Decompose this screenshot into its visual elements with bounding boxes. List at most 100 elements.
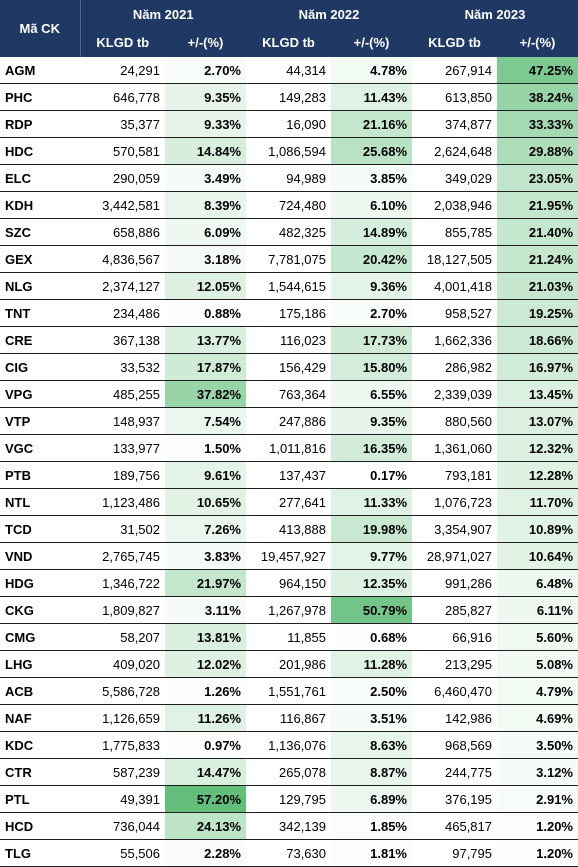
volume-2023-cell: 6,460,470 xyxy=(412,677,497,705)
change-2021-cell: 3.18% xyxy=(165,245,246,273)
change-2021-cell: 37.82% xyxy=(165,380,246,408)
change-2022-cell: 0.68% xyxy=(331,623,412,651)
change-2021-cell: 8.39% xyxy=(165,191,246,219)
volume-2021-cell: 2,765,745 xyxy=(80,542,165,570)
volume-2021-cell: 570,581 xyxy=(80,137,165,165)
volume-2023-cell: 1,076,723 xyxy=(412,488,497,516)
change-2023-cell: 21.03% xyxy=(497,272,578,300)
change-2021-cell: 0.97% xyxy=(165,731,246,759)
stock-code-cell: CTR xyxy=(0,758,80,786)
change-2021-cell: 6.09% xyxy=(165,218,246,246)
change-2021-cell: 7.26% xyxy=(165,515,246,543)
volume-2022-cell: 964,150 xyxy=(246,569,331,597)
volume-2023-cell: 465,817 xyxy=(412,812,497,840)
volume-2023-cell: 1,361,060 xyxy=(412,434,497,462)
volume-2021-cell: 1,775,833 xyxy=(80,731,165,759)
change-2021-cell: 21.97% xyxy=(165,569,246,597)
change-2022-cell: 1.81% xyxy=(331,839,412,867)
change-header-2022: +/-(%) xyxy=(331,28,412,57)
change-2022-cell: 6.55% xyxy=(331,380,412,408)
table-row: GEX 4,836,567 3.18% 7,781,075 20.42% 18,127,5… xyxy=(0,245,578,273)
change-2023-cell: 38.24% xyxy=(497,83,578,111)
year-header-2023: Năm 2023 xyxy=(412,0,578,28)
table-row: ELC 290,059 3.49% 94,989 3.85% 349,029 23.05% xyxy=(0,164,578,192)
change-2023-cell: 10.64% xyxy=(497,542,578,570)
change-2021-cell: 57.20% xyxy=(165,785,246,813)
change-2023-cell: 5.08% xyxy=(497,650,578,678)
change-2021-cell: 24.13% xyxy=(165,812,246,840)
table-row: CMG 58,207 13.81% 11,855 0.68% 66,916 5.60% xyxy=(0,623,578,651)
change-2023-cell: 5.60% xyxy=(497,623,578,651)
volume-2022-cell: 413,888 xyxy=(246,515,331,543)
change-2021-cell: 9.33% xyxy=(165,110,246,138)
table-row: TNT 234,486 0.88% 175,186 2.70% 958,527 19.25% xyxy=(0,299,578,327)
change-2021-cell: 13.77% xyxy=(165,326,246,354)
year-header-2021: Năm 2021 xyxy=(80,0,246,28)
volume-2023-cell: 285,827 xyxy=(412,596,497,624)
change-2023-cell: 16.97% xyxy=(497,353,578,381)
change-2023-cell: 12.32% xyxy=(497,434,578,462)
table-row: PHC 646,778 9.35% 149,283 11.43% 613,850 38.24… xyxy=(0,83,578,111)
change-2021-cell: 3.83% xyxy=(165,542,246,570)
change-2022-cell: 3.85% xyxy=(331,164,412,192)
table-row: RDP 35,377 9.33% 16,090 21.16% 374,877 33.33% xyxy=(0,110,578,138)
change-2022-cell: 21.16% xyxy=(331,110,412,138)
change-2023-cell: 11.70% xyxy=(497,488,578,516)
volume-2021-cell: 587,239 xyxy=(80,758,165,786)
table-row: TLG 55,506 2.28% 73,630 1.81% 97,795 1.20% xyxy=(0,839,578,867)
volume-2022-cell: 116,867 xyxy=(246,704,331,732)
volume-2021-cell: 5,586,728 xyxy=(80,677,165,705)
volume-2021-cell: 58,207 xyxy=(80,623,165,651)
volume-2023-cell: 793,181 xyxy=(412,461,497,489)
table-row: SZC 658,886 6.09% 482,325 14.89% 855,785 21.40… xyxy=(0,218,578,246)
change-2021-cell: 2.70% xyxy=(165,57,246,84)
stock-code-cell: VND xyxy=(0,542,80,570)
change-2021-cell: 0.88% xyxy=(165,299,246,327)
change-2022-cell: 11.43% xyxy=(331,83,412,111)
stock-code-cell: CKG xyxy=(0,596,80,624)
volume-2022-cell: 7,781,075 xyxy=(246,245,331,273)
change-2021-cell: 7.54% xyxy=(165,407,246,435)
table-row: HDG 1,346,722 21.97% 964,150 12.35% 991,286 6.… xyxy=(0,569,578,597)
volume-2021-cell: 49,391 xyxy=(80,785,165,813)
volume-2022-cell: 1,136,076 xyxy=(246,731,331,759)
change-2022-cell: 2.70% xyxy=(331,299,412,327)
volume-header-2022: KLGD tb xyxy=(246,28,331,57)
stock-code-cell: TCD xyxy=(0,515,80,543)
change-2022-cell: 4.78% xyxy=(331,57,412,84)
change-2022-cell: 8.87% xyxy=(331,758,412,786)
volume-2023-cell: 991,286 xyxy=(412,569,497,597)
table-row: CTR 587,239 14.47% 265,078 8.87% 244,775 3.12% xyxy=(0,758,578,786)
volume-2022-cell: 247,886 xyxy=(246,407,331,435)
volume-2023-cell: 66,916 xyxy=(412,623,497,651)
stock-code-cell: ELC xyxy=(0,164,80,192)
change-2023-cell: 4.79% xyxy=(497,677,578,705)
volume-2022-cell: 11,855 xyxy=(246,623,331,651)
volume-2023-cell: 968,569 xyxy=(412,731,497,759)
volume-2023-cell: 2,038,946 xyxy=(412,191,497,219)
stock-code-cell: LHG xyxy=(0,650,80,678)
volume-2021-cell: 35,377 xyxy=(80,110,165,138)
volume-2023-cell: 97,795 xyxy=(412,839,497,867)
volume-header-2021: KLGD tb xyxy=(80,28,165,57)
volume-2022-cell: 1,011,816 xyxy=(246,434,331,462)
table-row: NLG 2,374,127 12.05% 1,544,615 9.36% 4,001,41… xyxy=(0,272,578,300)
volume-2021-cell: 646,778 xyxy=(80,83,165,111)
table-row: VPG 485,255 37.82% 763,364 6.55% 2,339,039 13.… xyxy=(0,380,578,408)
change-2022-cell: 50.79% xyxy=(331,596,412,624)
stock-code-cell: VTP xyxy=(0,407,80,435)
table-row: VGC 133,977 1.50% 1,011,816 16.35% 1,361,060 1… xyxy=(0,434,578,462)
volume-2021-cell: 367,138 xyxy=(80,326,165,354)
volume-2021-cell: 485,255 xyxy=(80,380,165,408)
volume-2023-cell: 2,339,039 xyxy=(412,380,497,408)
volume-2023-cell: 855,785 xyxy=(412,218,497,246)
stock-code-cell: NLG xyxy=(0,272,80,300)
change-2023-cell: 18.66% xyxy=(497,326,578,354)
change-2023-cell: 47.25% xyxy=(497,57,578,84)
volume-2021-cell: 133,977 xyxy=(80,434,165,462)
table-row: KDH 3,442,581 8.39% 724,480 6.10% 2,038,946 21… xyxy=(0,191,578,219)
stock-code-cell: KDC xyxy=(0,731,80,759)
change-2021-cell: 1.50% xyxy=(165,434,246,462)
volume-2023-cell: 28,971,027 xyxy=(412,542,497,570)
volume-2022-cell: 116,023 xyxy=(246,326,331,354)
